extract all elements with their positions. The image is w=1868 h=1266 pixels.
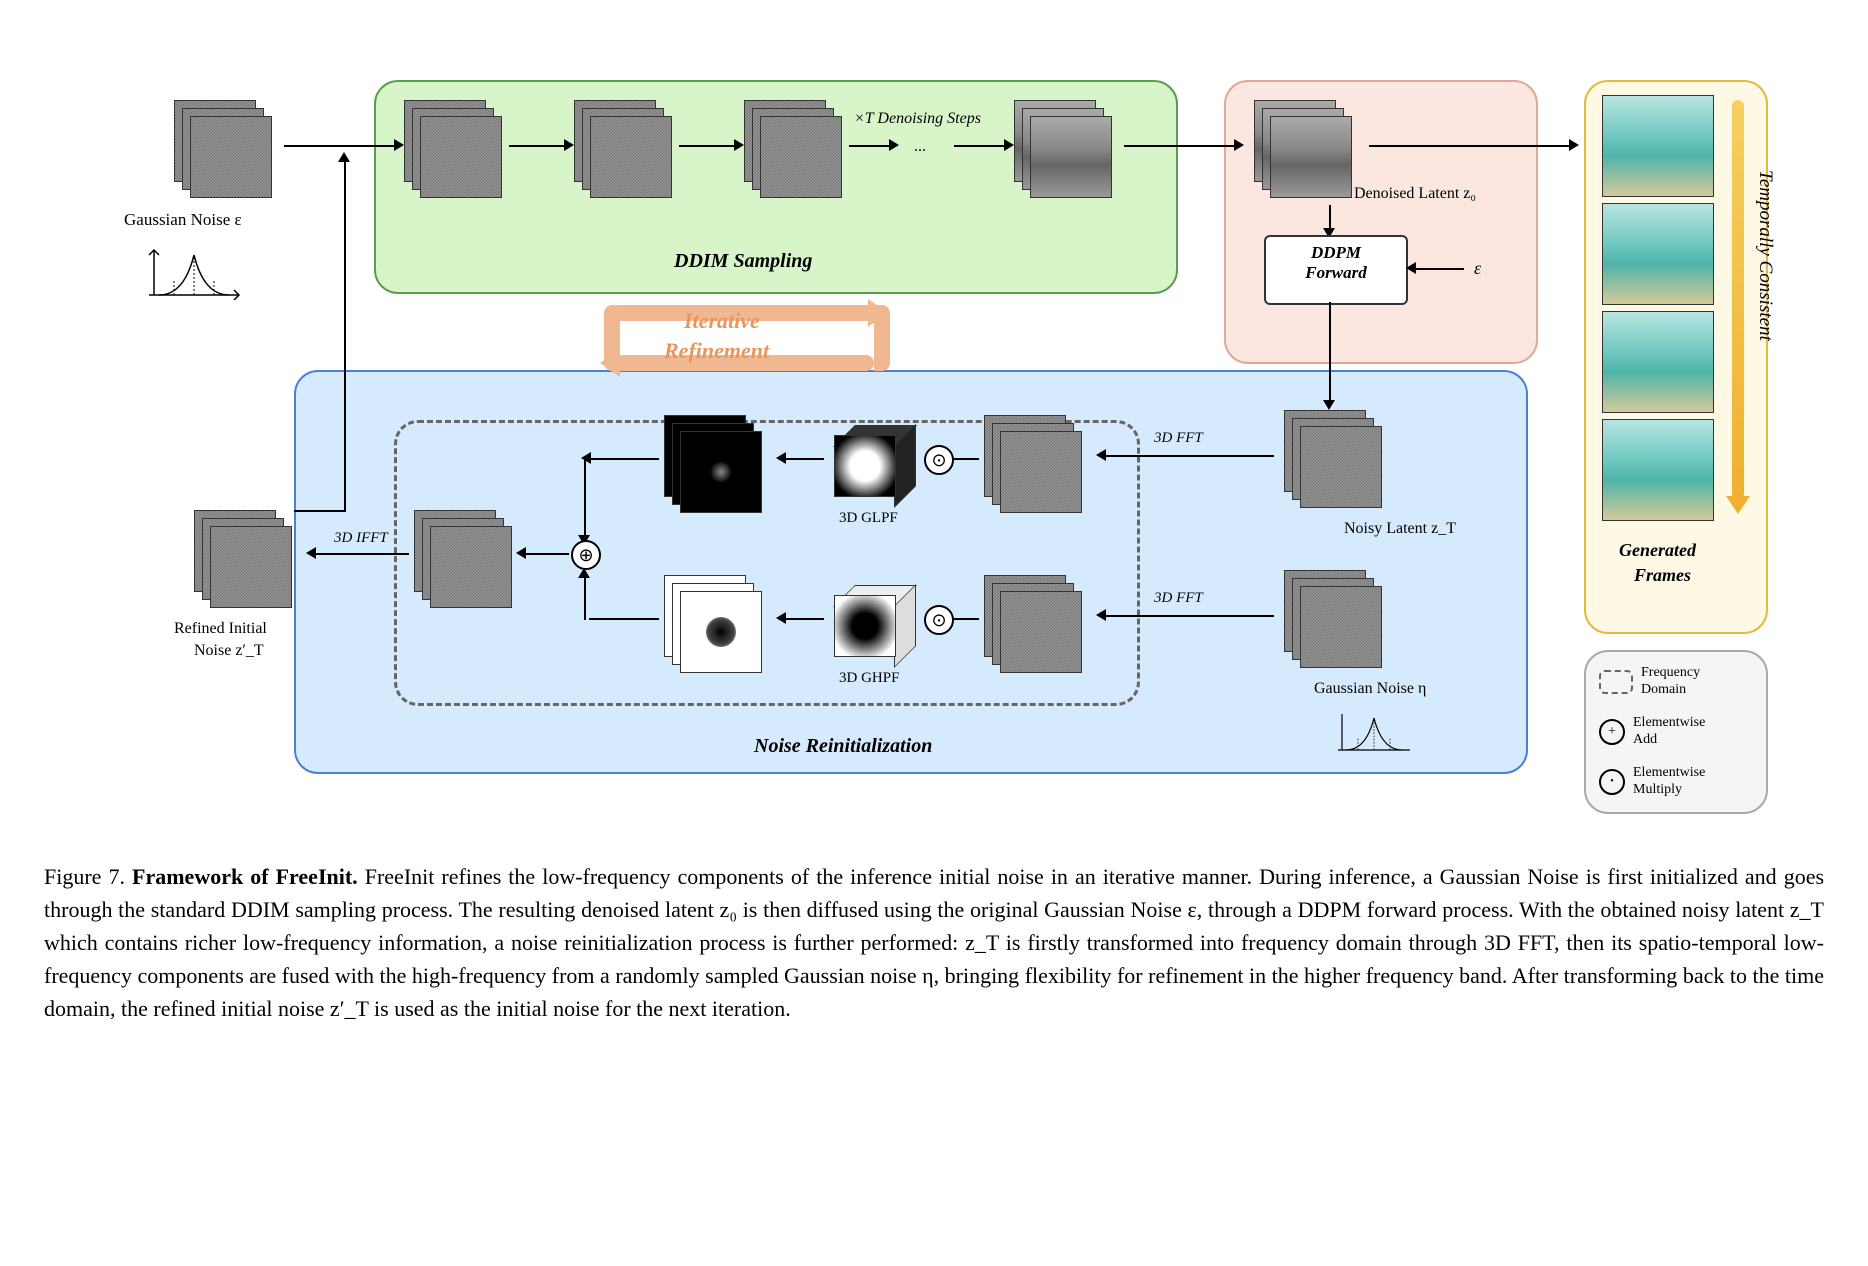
gaussian-curve-eta (1334, 705, 1414, 755)
freq-noise-top (984, 415, 1074, 505)
ddim-sampling-label: DDIM Sampling (674, 250, 812, 273)
figure-container: Gaussian Noise ε ×T Denoising Steps ... … (44, 40, 1824, 1025)
glpf-label: 3D GLPF (839, 510, 898, 527)
iterative-label: Iterative (684, 308, 760, 334)
temporally-consistent-label: Temporally Consistent (1754, 170, 1776, 341)
ddpm-forward-box: DDPM Forward (1264, 235, 1408, 305)
noise-zprime-label: Noise z′_T (194, 642, 264, 660)
refined-noise-tiles (194, 510, 284, 600)
feedback-arrow (344, 160, 346, 510)
figure-caption: Figure 7. Framework of FreeInit. FreeIni… (44, 860, 1824, 1025)
frame-2 (1602, 203, 1714, 305)
figure-title: Framework of FreeInit. (132, 864, 358, 889)
freq-noise-bottom (984, 575, 1074, 665)
combined-freq-tiles (414, 510, 504, 600)
figure-number: Figure 7. (44, 864, 125, 889)
legend-mult-icon: • (1599, 769, 1625, 795)
elem-mult-bottom: ⊙ (924, 605, 954, 635)
gaussian-noise-eta-label: Gaussian Noise η (1314, 680, 1426, 698)
frames-label: Frames (1634, 565, 1691, 586)
legend-dashed-icon (1599, 670, 1633, 694)
ddpm-forward-label-2: Forward (1305, 263, 1366, 282)
refinement-label: Refinement (664, 338, 769, 364)
denoising-ellipsis: ... (914, 138, 926, 156)
iter-arrow-right-cap (874, 305, 890, 371)
noisy-latent-tiles (1284, 410, 1374, 500)
denoising-steps-label: ×T Denoising Steps (854, 110, 981, 128)
denoised-latent-label: Denoised Latent z₀ (1354, 185, 1476, 203)
ddim-tile-4 (1014, 100, 1104, 190)
legend-elem-mult: • ElementwiseMultiply (1599, 765, 1705, 799)
gaussian-noise-eps-tiles (174, 100, 264, 190)
generated-label: Generated (1619, 540, 1696, 561)
diagram: Gaussian Noise ε ×T Denoising Steps ... … (44, 40, 1824, 840)
legend-elem-add: + ElementwiseAdd (1599, 715, 1705, 749)
legend-add-icon: + (1599, 719, 1625, 745)
eps-label: ε (1474, 258, 1481, 279)
ghpf-label: 3D GHPF (839, 670, 899, 687)
legend-freq-text: FrequencyDomain (1641, 665, 1700, 699)
legend-add-text: ElementwiseAdd (1633, 715, 1705, 749)
ddim-tile-2 (574, 100, 664, 190)
ddpm-forward-label-1: DDPM (1311, 243, 1361, 262)
gaussian-noise-eta-tiles (1284, 570, 1374, 660)
ghpf-cube (834, 595, 904, 665)
elem-mult-top: ⊙ (924, 445, 954, 475)
denoised-latent-tiles (1254, 100, 1344, 190)
frame-3 (1602, 311, 1714, 413)
frame-4 (1602, 419, 1714, 521)
legend-freq-domain: FrequencyDomain (1599, 665, 1700, 699)
refined-initial-label: Refined Initial (174, 620, 267, 638)
filtered-high-tiles (664, 575, 754, 665)
noise-reinit-label: Noise Reinitialization (754, 735, 932, 758)
gaussian-curve-eps (144, 240, 244, 300)
noisy-latent-label: Noisy Latent z_T (1344, 520, 1456, 538)
elem-add-op: ⊕ (571, 540, 601, 570)
frames-arrow (1732, 100, 1744, 500)
frame-1 (1602, 95, 1714, 197)
fft-bottom-label: 3D FFT (1154, 590, 1203, 607)
filtered-low-tiles (664, 415, 754, 505)
iter-arrow-left-cap (604, 305, 620, 371)
ddim-tile-3 (744, 100, 834, 190)
legend-mult-text: ElementwiseMultiply (1633, 765, 1705, 799)
fft-top-label: 3D FFT (1154, 430, 1203, 447)
ifft-label: 3D IFFT (334, 530, 388, 547)
generated-frames-column (1602, 95, 1712, 521)
ddim-tile-1 (404, 100, 494, 190)
glpf-cube (834, 435, 904, 505)
gaussian-noise-eps-label: Gaussian Noise ε (124, 210, 242, 230)
